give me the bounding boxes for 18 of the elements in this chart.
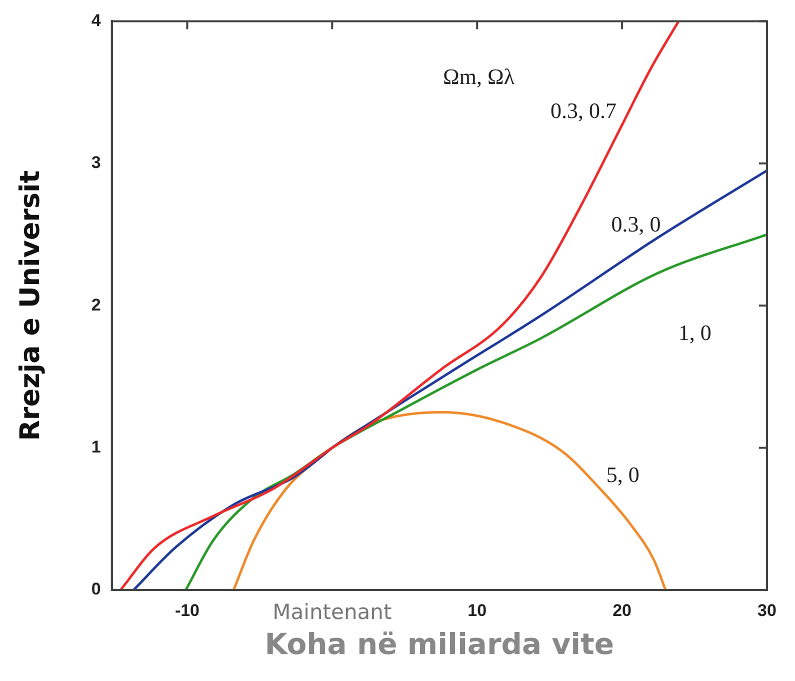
x-tick-label: -10 (174, 600, 200, 620)
x-tick-label: 30 (758, 600, 776, 620)
x-axis-title: Koha në miliarda vite (264, 627, 614, 662)
y-axis-title: Rrezja e Universit (15, 170, 46, 441)
series-label: 0.3, 0.7 (550, 98, 617, 123)
text: 1, 0 (678, 320, 712, 345)
y-tick-label: 0 (91, 580, 101, 599)
legend-title: Ωm, Ωλ (442, 64, 515, 89)
series-label: 5, 0 (606, 462, 640, 488)
y-tick-label: 1 (91, 437, 101, 456)
x-tick-label: Maintenant (272, 600, 392, 624)
x-tick-label: 10 (468, 600, 487, 620)
y-tick-label: 2 (91, 295, 101, 314)
line-series (119, 21, 680, 590)
x-tick-label: 20 (612, 600, 632, 620)
y-tick-label: 3 (91, 153, 101, 172)
series-label: 0.3, 0 (611, 212, 661, 237)
y-tick-label: 4 (91, 10, 102, 30)
